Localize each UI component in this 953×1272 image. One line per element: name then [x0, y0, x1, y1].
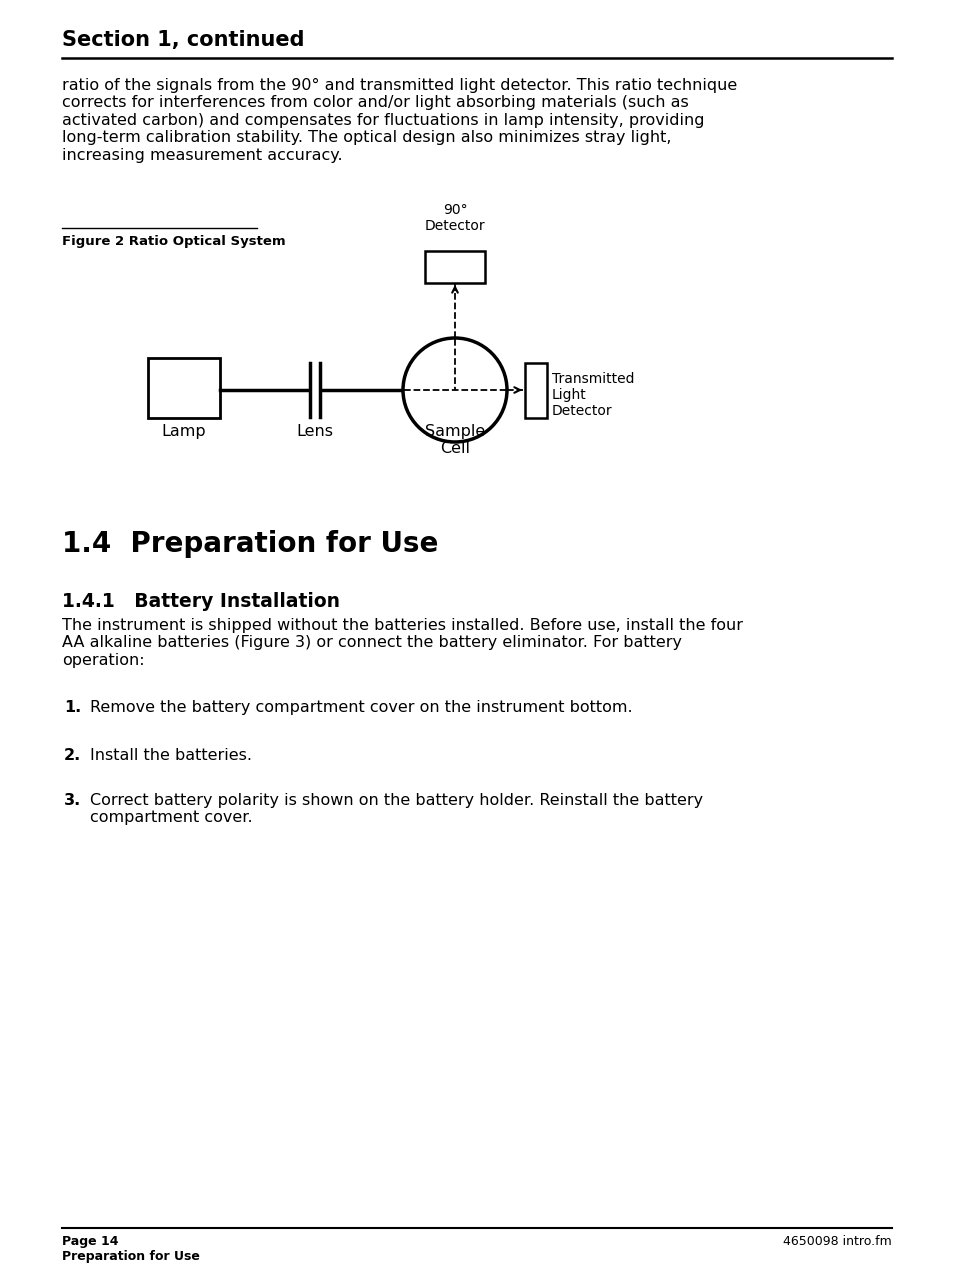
Text: 4650098 intro.fm: 4650098 intro.fm: [782, 1235, 891, 1248]
Text: Page 14: Page 14: [62, 1235, 118, 1248]
Text: Lamp: Lamp: [161, 424, 206, 439]
Text: Transmitted
Light
Detector: Transmitted Light Detector: [552, 371, 634, 418]
Ellipse shape: [402, 338, 506, 441]
Bar: [524, 363, 546, 417]
Text: 90°
Detector: 90° Detector: [424, 202, 485, 233]
Text: The instrument is shipped without the batteries installed. Before use, install t: The instrument is shipped without the ba…: [62, 618, 742, 668]
Text: 1.: 1.: [64, 700, 81, 715]
Text: 3.: 3.: [64, 792, 81, 808]
Text: 1.4  Preparation for Use: 1.4 Preparation for Use: [62, 530, 438, 558]
Bar: [148, 357, 220, 418]
Text: Preparation for Use: Preparation for Use: [62, 1250, 200, 1263]
Text: Lens: Lens: [296, 424, 334, 439]
Text: ratio of the signals from the 90° and transmitted light detector. This ratio tec: ratio of the signals from the 90° and tr…: [62, 78, 737, 163]
Text: Figure 2 Ratio Optical System: Figure 2 Ratio Optical System: [62, 235, 285, 248]
Text: Section 1, continued: Section 1, continued: [62, 31, 304, 50]
Bar: [424, 251, 484, 282]
Text: Remove the battery compartment cover on the instrument bottom.: Remove the battery compartment cover on …: [90, 700, 632, 715]
Text: Correct battery polarity is shown on the battery holder. Reinstall the battery
c: Correct battery polarity is shown on the…: [90, 792, 702, 826]
Text: Sample
Cell: Sample Cell: [424, 424, 485, 457]
Text: Install the batteries.: Install the batteries.: [90, 748, 252, 763]
Text: 1.4.1   Battery Installation: 1.4.1 Battery Installation: [62, 591, 339, 611]
Text: 2.: 2.: [64, 748, 81, 763]
